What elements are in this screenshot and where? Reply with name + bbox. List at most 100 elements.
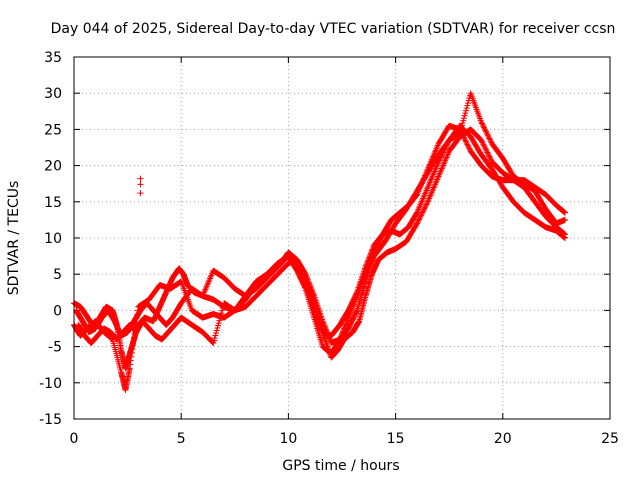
data-point: [485, 150, 492, 157]
data-point: [349, 303, 356, 310]
data-point: [487, 154, 494, 161]
plot-frame: [73, 56, 611, 420]
data-point: [127, 361, 134, 368]
data-point: [129, 342, 136, 349]
data-point: [484, 131, 491, 138]
data-point: [302, 271, 309, 278]
data-point: [352, 296, 359, 303]
data-point: [134, 307, 141, 314]
data-point: [418, 212, 425, 219]
data-point: [340, 326, 347, 333]
data-point: [348, 306, 355, 313]
data-point: [308, 287, 315, 294]
y-tick-label: 0: [53, 303, 62, 319]
data-point: [341, 325, 348, 332]
data-point: [353, 294, 360, 301]
data-point: [357, 283, 364, 290]
data-point: [485, 152, 492, 159]
data-point: [130, 338, 137, 345]
data-point: [356, 287, 363, 294]
data-point: [343, 320, 350, 327]
data-point: [464, 142, 471, 149]
data-point: [361, 273, 368, 280]
data-point: [420, 206, 427, 213]
data-point: [486, 153, 493, 160]
data-point: [358, 282, 365, 289]
data-point: [354, 292, 361, 299]
data-marks: [71, 90, 568, 394]
data-point: [462, 138, 469, 145]
data-point: [483, 148, 490, 155]
data-point: [424, 200, 431, 207]
data-point: [358, 280, 365, 287]
data-point: [484, 149, 491, 156]
data-point: [128, 349, 135, 356]
data-point: [561, 235, 568, 241]
data-point: [353, 308, 360, 315]
data-point: [478, 137, 485, 144]
x-tick-label: 10: [279, 431, 297, 447]
data-point: [462, 137, 469, 144]
data-point: [344, 315, 351, 322]
data-point: [561, 209, 568, 216]
data-point: [352, 295, 359, 302]
y-tick-label: 35: [44, 50, 62, 66]
data-point: [137, 181, 144, 188]
data-point: [487, 156, 494, 163]
data-point: [345, 314, 352, 321]
data-point: [129, 346, 136, 353]
data-point: [423, 201, 430, 208]
data-point: [479, 120, 486, 127]
data-point: [414, 219, 421, 226]
data-point: [421, 205, 428, 212]
data-point: [460, 134, 467, 141]
data-point: [350, 302, 357, 309]
data-point: [360, 275, 367, 282]
x-tick-label: 5: [177, 431, 186, 447]
data-point: [355, 288, 362, 295]
data-point: [419, 209, 426, 216]
x-tick-label: 0: [70, 431, 79, 447]
data-point: [415, 217, 422, 224]
y-tick-label: 5: [53, 267, 62, 283]
data-point: [482, 145, 489, 152]
data-point: [367, 250, 374, 257]
data-point: [359, 279, 366, 286]
y-tick-label: -15: [39, 412, 62, 428]
data-point: [417, 213, 424, 220]
data-point: [479, 139, 486, 146]
data-point: [416, 216, 423, 223]
data-point: [337, 335, 344, 342]
data-point: [132, 323, 139, 330]
data-point: [354, 291, 361, 298]
data-point: [137, 175, 144, 182]
y-tick-label: -10: [39, 376, 62, 392]
data-point: [131, 330, 138, 337]
data-point: [369, 246, 376, 253]
x-tick-label: 25: [601, 431, 619, 447]
data-point: [134, 311, 141, 318]
chart-title: Day 044 of 2025, Sidereal Day-to-day VTE…: [51, 21, 616, 37]
data-point: [344, 317, 351, 324]
data-point: [342, 321, 349, 328]
series-track-2: [73, 122, 568, 346]
data-point: [561, 216, 568, 223]
data-point: [336, 336, 343, 343]
data-point: [131, 334, 138, 341]
data-point: [478, 119, 485, 126]
data-point: [485, 134, 492, 141]
data-point: [479, 138, 486, 145]
data-point: [414, 220, 421, 227]
data-point: [316, 320, 323, 327]
data-point: [351, 299, 358, 306]
data-point: [128, 353, 135, 360]
data-point: [483, 146, 490, 153]
y-tick-label: 10: [44, 231, 62, 247]
data-point: [308, 286, 315, 293]
data-point: [464, 141, 471, 148]
data-point: [481, 125, 488, 132]
y-tick-label: 25: [44, 122, 62, 138]
data-point: [347, 309, 354, 316]
data-point: [347, 310, 354, 317]
data-point: [132, 326, 139, 333]
